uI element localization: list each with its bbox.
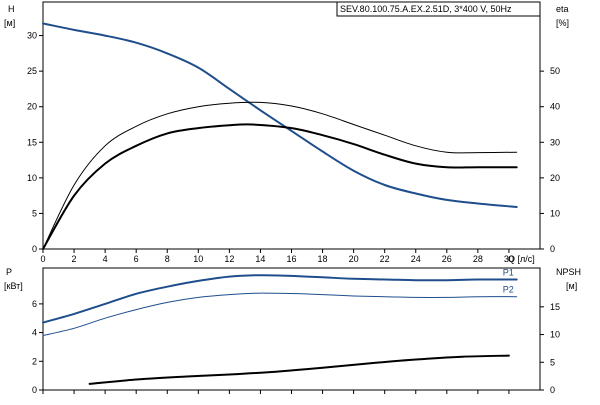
y-left-tick-label: 20 — [27, 102, 37, 112]
y-right-tick-label-bottom: 15 — [550, 302, 560, 312]
x-tick-label: 26 — [442, 254, 452, 264]
efficiency-curve-thin — [42, 101, 518, 250]
y-left-name-bottom: P — [6, 267, 12, 277]
y-left-unit-bottom: [кВт] — [4, 281, 23, 291]
x-tick-label: 8 — [165, 254, 170, 264]
y-right-tick-label-bottom: 5 — [550, 357, 555, 367]
y-left-tick-label-bottom: 0 — [32, 385, 37, 395]
top-axis-ticks: 0 2 4 6 8 10 12 14 16 18 20 22 24 26 28 300510152025300… — [27, 31, 560, 264]
y-right-tick-label: 10 — [550, 208, 560, 218]
x-tick-label: 10 — [193, 254, 203, 264]
x-tick-label: 28 — [473, 254, 483, 264]
x-tick-label: 2 — [72, 254, 77, 264]
power-p1-curve — [42, 274, 518, 324]
x-tick-label: 18 — [318, 254, 328, 264]
y-right-tick-label: 20 — [550, 173, 560, 183]
y-left-tick-label-bottom: 2 — [32, 356, 37, 366]
y-left-tick-label: 25 — [27, 66, 37, 76]
power-npsh-chart: P [кВт] NPSH [м] 0 2 4 6 0 5 10 15 P1 P2 — [4, 267, 581, 395]
chart-title: SEV.80.100.75.A.EX.2.51D, 3*400 V, 50Hz — [340, 4, 512, 14]
x-tick-label: 20 — [349, 254, 359, 264]
efficiency-curve-thick — [42, 123, 518, 250]
y-left-tick-label-bottom: 4 — [32, 328, 37, 338]
power-p2-curve-label: P2 — [503, 285, 514, 295]
bottom-axis-ticks: 0 2 4 6 0 5 10 15 — [32, 299, 560, 395]
y-right-tick-label: 40 — [550, 102, 560, 112]
title-box — [336, 1, 541, 17]
head-curve — [42, 22, 518, 208]
power-p1-curve-label: P1 — [503, 267, 514, 277]
x-tick-label: 12 — [224, 254, 234, 264]
y-left-unit-top: [м] — [4, 18, 15, 28]
x-tick-label: 22 — [380, 254, 390, 264]
x-tick-label: 14 — [255, 254, 265, 264]
y-right-tick-label: 30 — [550, 137, 560, 147]
y-left-tick-label: 10 — [27, 173, 37, 183]
bottom-plot-frame — [42, 267, 541, 391]
y-left-tick-label-bottom: 6 — [32, 299, 37, 309]
bottom-series-group: P1 P2 — [42, 267, 518, 385]
y-right-name-top: eta — [556, 4, 569, 14]
x-tick-label: 24 — [411, 254, 421, 264]
y-right-tick-label: 50 — [550, 66, 560, 76]
y-left-tick-label: 30 — [27, 31, 37, 41]
npsh-curve — [88, 354, 510, 385]
y-left-name-top: H — [8, 4, 15, 14]
y-left-tick-label: 0 — [32, 244, 37, 254]
head-efficiency-chart: SEV.80.100.75.A.EX.2.51D, 3*400 V, 50Hz … — [4, 1, 569, 264]
y-right-tick-label-bottom: 10 — [550, 330, 560, 340]
y-right-tick-label: 0 — [550, 244, 555, 254]
y-right-unit-top: [%] — [556, 18, 569, 28]
y-left-tick-label: 15 — [27, 137, 37, 147]
y-right-unit-bottom: [м] — [566, 281, 577, 291]
top-series-group — [42, 22, 518, 250]
x-tick-label: 30 — [504, 254, 514, 264]
y-right-name-bottom: NPSH — [556, 267, 581, 277]
y-left-tick-label: 5 — [32, 208, 37, 218]
power-p2-curve — [42, 292, 518, 336]
y-right-tick-label-bottom: 0 — [550, 385, 555, 395]
x-tick-label: 0 — [40, 254, 45, 264]
x-tick-label: 4 — [103, 254, 108, 264]
x-axis-label: Q [л/с] — [508, 254, 535, 264]
x-tick-label: 6 — [134, 254, 139, 264]
x-tick-label: 16 — [286, 254, 296, 264]
